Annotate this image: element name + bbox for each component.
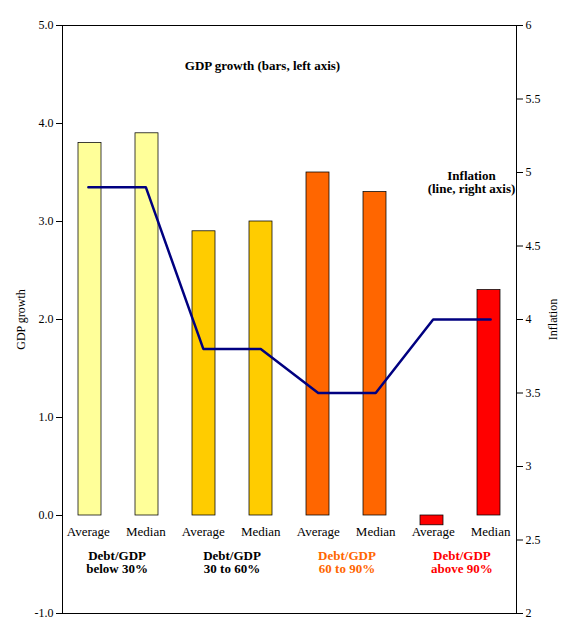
svg-text:6: 6 — [526, 18, 532, 32]
svg-text:Average: Average — [182, 524, 225, 539]
svg-text:GDP growth: GDP growth — [14, 289, 28, 350]
svg-text:5.0: 5.0 — [39, 18, 54, 32]
svg-text:3: 3 — [526, 459, 532, 473]
svg-text:Debt/GDPabove 90%: Debt/GDPabove 90% — [431, 548, 493, 576]
svg-text:Debt/GDP60 to 90%: Debt/GDP60 to 90% — [318, 548, 376, 576]
svg-text:2.0: 2.0 — [39, 312, 54, 326]
svg-text:5: 5 — [526, 165, 532, 179]
svg-text:GDP growth (bars, left axis): GDP growth (bars, left axis) — [185, 58, 340, 73]
svg-text:0.0: 0.0 — [39, 508, 54, 522]
svg-text:Median: Median — [471, 524, 511, 539]
svg-text:2: 2 — [526, 606, 532, 620]
svg-text:4: 4 — [526, 312, 532, 326]
svg-text:Median: Median — [126, 524, 166, 539]
svg-text:Median: Median — [356, 524, 396, 539]
svg-text:Average: Average — [67, 524, 110, 539]
svg-text:1.0: 1.0 — [39, 410, 54, 424]
svg-text:-1.0: -1.0 — [35, 606, 54, 620]
svg-text:Median: Median — [241, 524, 281, 539]
svg-text:Debt/GDP30 to 60%: Debt/GDP30 to 60% — [203, 548, 261, 576]
svg-text:Debt/GDPbelow 30%: Debt/GDPbelow 30% — [86, 548, 148, 576]
svg-text:3.0: 3.0 — [39, 214, 54, 228]
svg-text:Average: Average — [297, 524, 340, 539]
svg-text:5.5: 5.5 — [526, 92, 541, 106]
svg-text:Inflation: Inflation — [546, 299, 560, 340]
svg-text:4.0: 4.0 — [39, 116, 54, 130]
svg-text:4.5: 4.5 — [526, 239, 541, 253]
svg-text:Average: Average — [412, 524, 455, 539]
svg-text:2.5: 2.5 — [526, 533, 541, 547]
svg-text:Inflation(line, right axis): Inflation(line, right axis) — [428, 168, 516, 196]
svg-text:3.5: 3.5 — [526, 386, 541, 400]
